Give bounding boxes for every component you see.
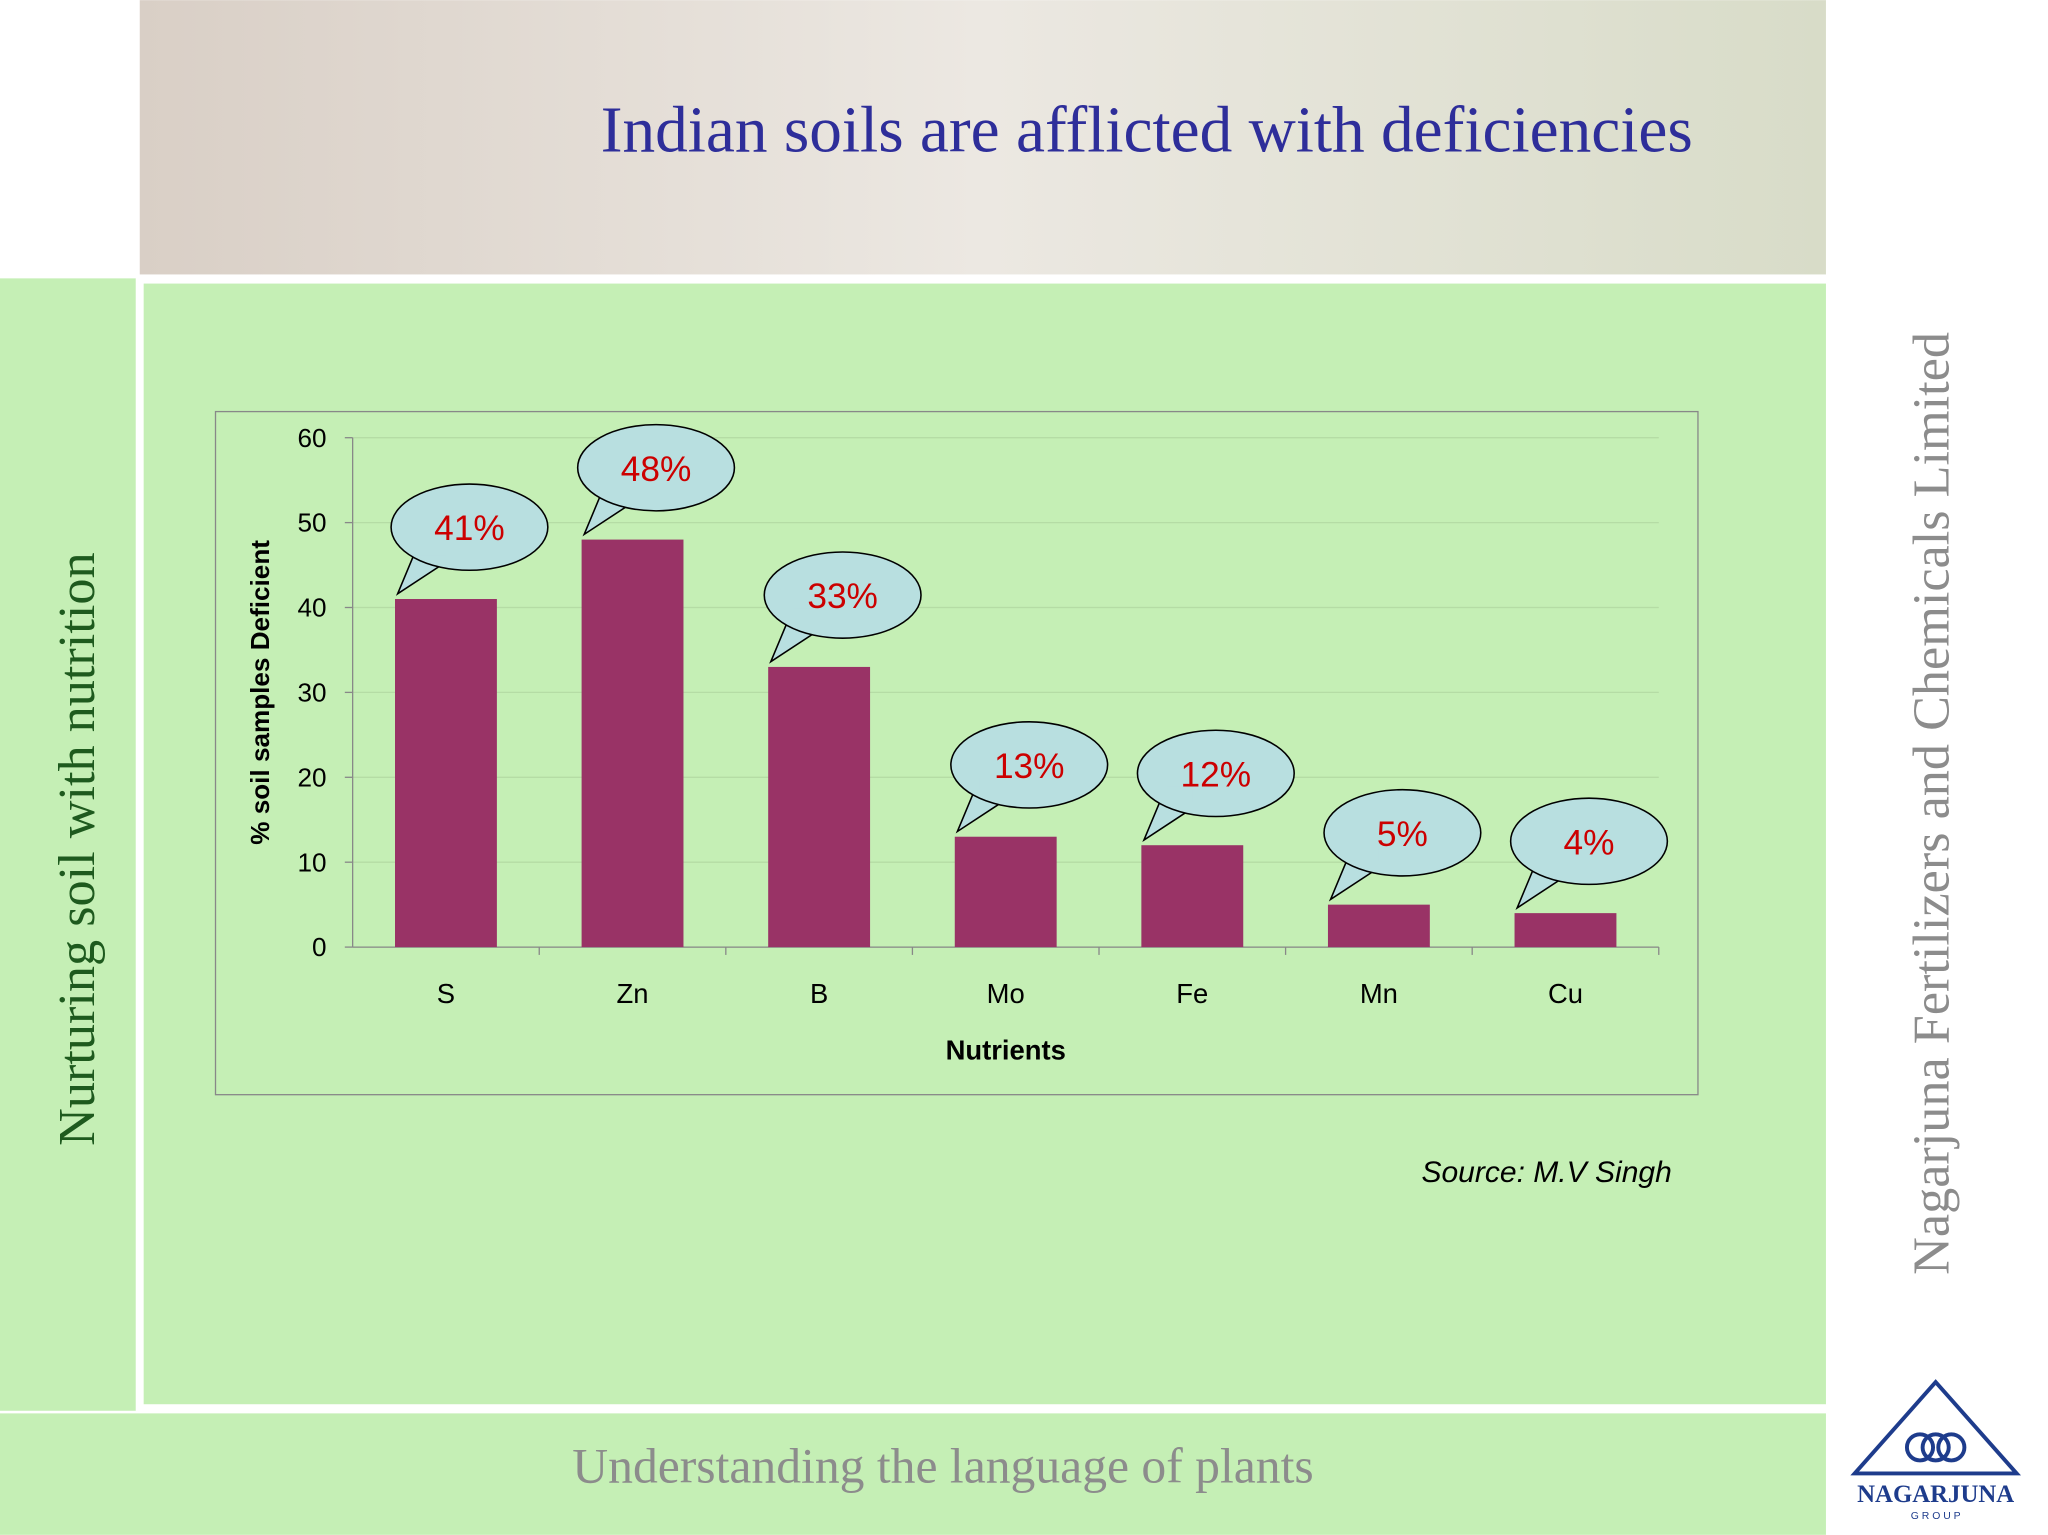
footer-band <box>0 1413 1826 1535</box>
callout-joint <box>1352 845 1379 862</box>
right-text: Nagarjuna Fertilizers and Chemicals Limi… <box>1903 332 1961 1275</box>
bar <box>581 539 684 948</box>
x-axis-label: Nutrients <box>946 1034 1066 1065</box>
bar <box>1141 845 1244 948</box>
value-label: 4% <box>1564 823 1615 862</box>
y-tick-label: 30 <box>297 678 326 708</box>
logo-name: NAGARJUNA <box>1857 1481 2014 1508</box>
y-axis-label: % soil samples Deficient <box>245 540 275 845</box>
callout-joint <box>1539 854 1566 871</box>
value-label: 5% <box>1377 815 1428 854</box>
callout-joint <box>606 480 633 497</box>
footer: Understanding the language of plants <box>572 1439 1313 1494</box>
bar <box>395 599 497 948</box>
y-tick-label: 60 <box>297 423 326 453</box>
x-tick-label: Zn <box>617 978 649 1009</box>
x-tick-label: Cu <box>1548 978 1583 1009</box>
logo-group: G R O U P <box>1911 1511 1961 1522</box>
y-tick-label: 10 <box>297 847 326 877</box>
value-label: 41% <box>434 509 505 548</box>
bar <box>954 836 1057 948</box>
value-label: 12% <box>1181 755 1252 794</box>
source: Source: M.V Singh <box>1421 1156 1671 1189</box>
logo-triangle <box>1850 1379 2022 1476</box>
y-tick-label: 40 <box>297 593 326 623</box>
logo-ring <box>1936 1432 1967 1463</box>
title: Indian soils are afflicted with deficien… <box>601 95 1693 167</box>
value-label: 13% <box>994 747 1065 786</box>
callout-joint <box>1166 786 1193 803</box>
banner <box>139 0 1826 275</box>
logo-ring <box>1920 1432 1951 1463</box>
chart-frame <box>214 410 1699 1096</box>
logo: NAGARJUNA G R O U P <box>1850 1379 2022 1522</box>
x-tick-label: Mn <box>1360 978 1398 1009</box>
left-strip <box>0 278 136 1411</box>
callout-joint <box>979 777 1006 794</box>
value-label: 48% <box>621 450 692 489</box>
left-text: Nurturing soil with nutrition <box>48 552 106 1145</box>
logo-ring <box>1904 1432 1936 1463</box>
y-tick-label: 50 <box>297 508 326 538</box>
x-tick-label: S <box>437 978 455 1009</box>
bar <box>768 666 871 948</box>
bar <box>1327 904 1430 948</box>
callout-joint <box>793 608 820 624</box>
bar <box>1514 913 1617 948</box>
value-label: 33% <box>807 577 878 616</box>
x-tick-label: Fe <box>1176 978 1208 1009</box>
y-tick-label: 20 <box>297 762 326 792</box>
x-tick-label: Mo <box>987 978 1025 1009</box>
y-tick-label: 0 <box>312 932 327 962</box>
x-tick-label: B <box>810 978 828 1009</box>
callout-joint <box>419 540 446 556</box>
